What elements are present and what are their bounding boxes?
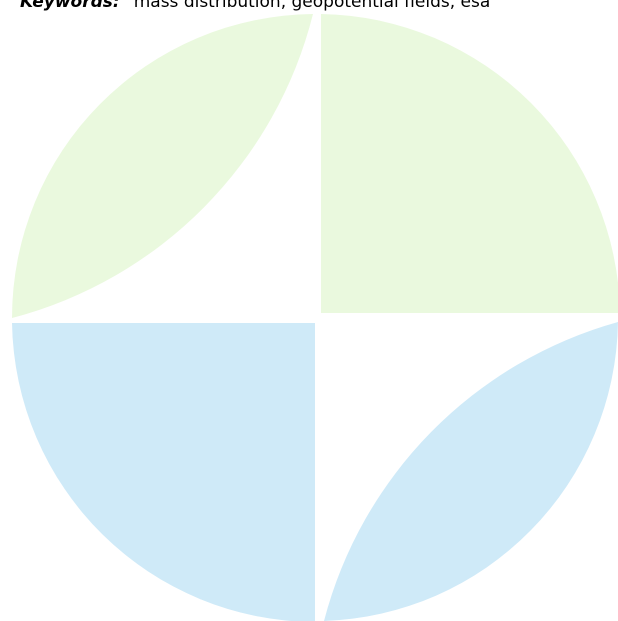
logo-leaf-top-left [12, 14, 313, 318]
keywords-text: mass distribution, geopotential fields, … [133, 0, 491, 12]
logo-leaf-bottom-right [324, 322, 618, 621]
logo-quarter-top-right [321, 14, 618, 313]
keywords-label: Keywords: [20, 0, 120, 12]
keywords-line: Keywords: mass distribution, geopotential… [20, 0, 490, 12]
logo-quarter-bottom-left [12, 323, 315, 621]
